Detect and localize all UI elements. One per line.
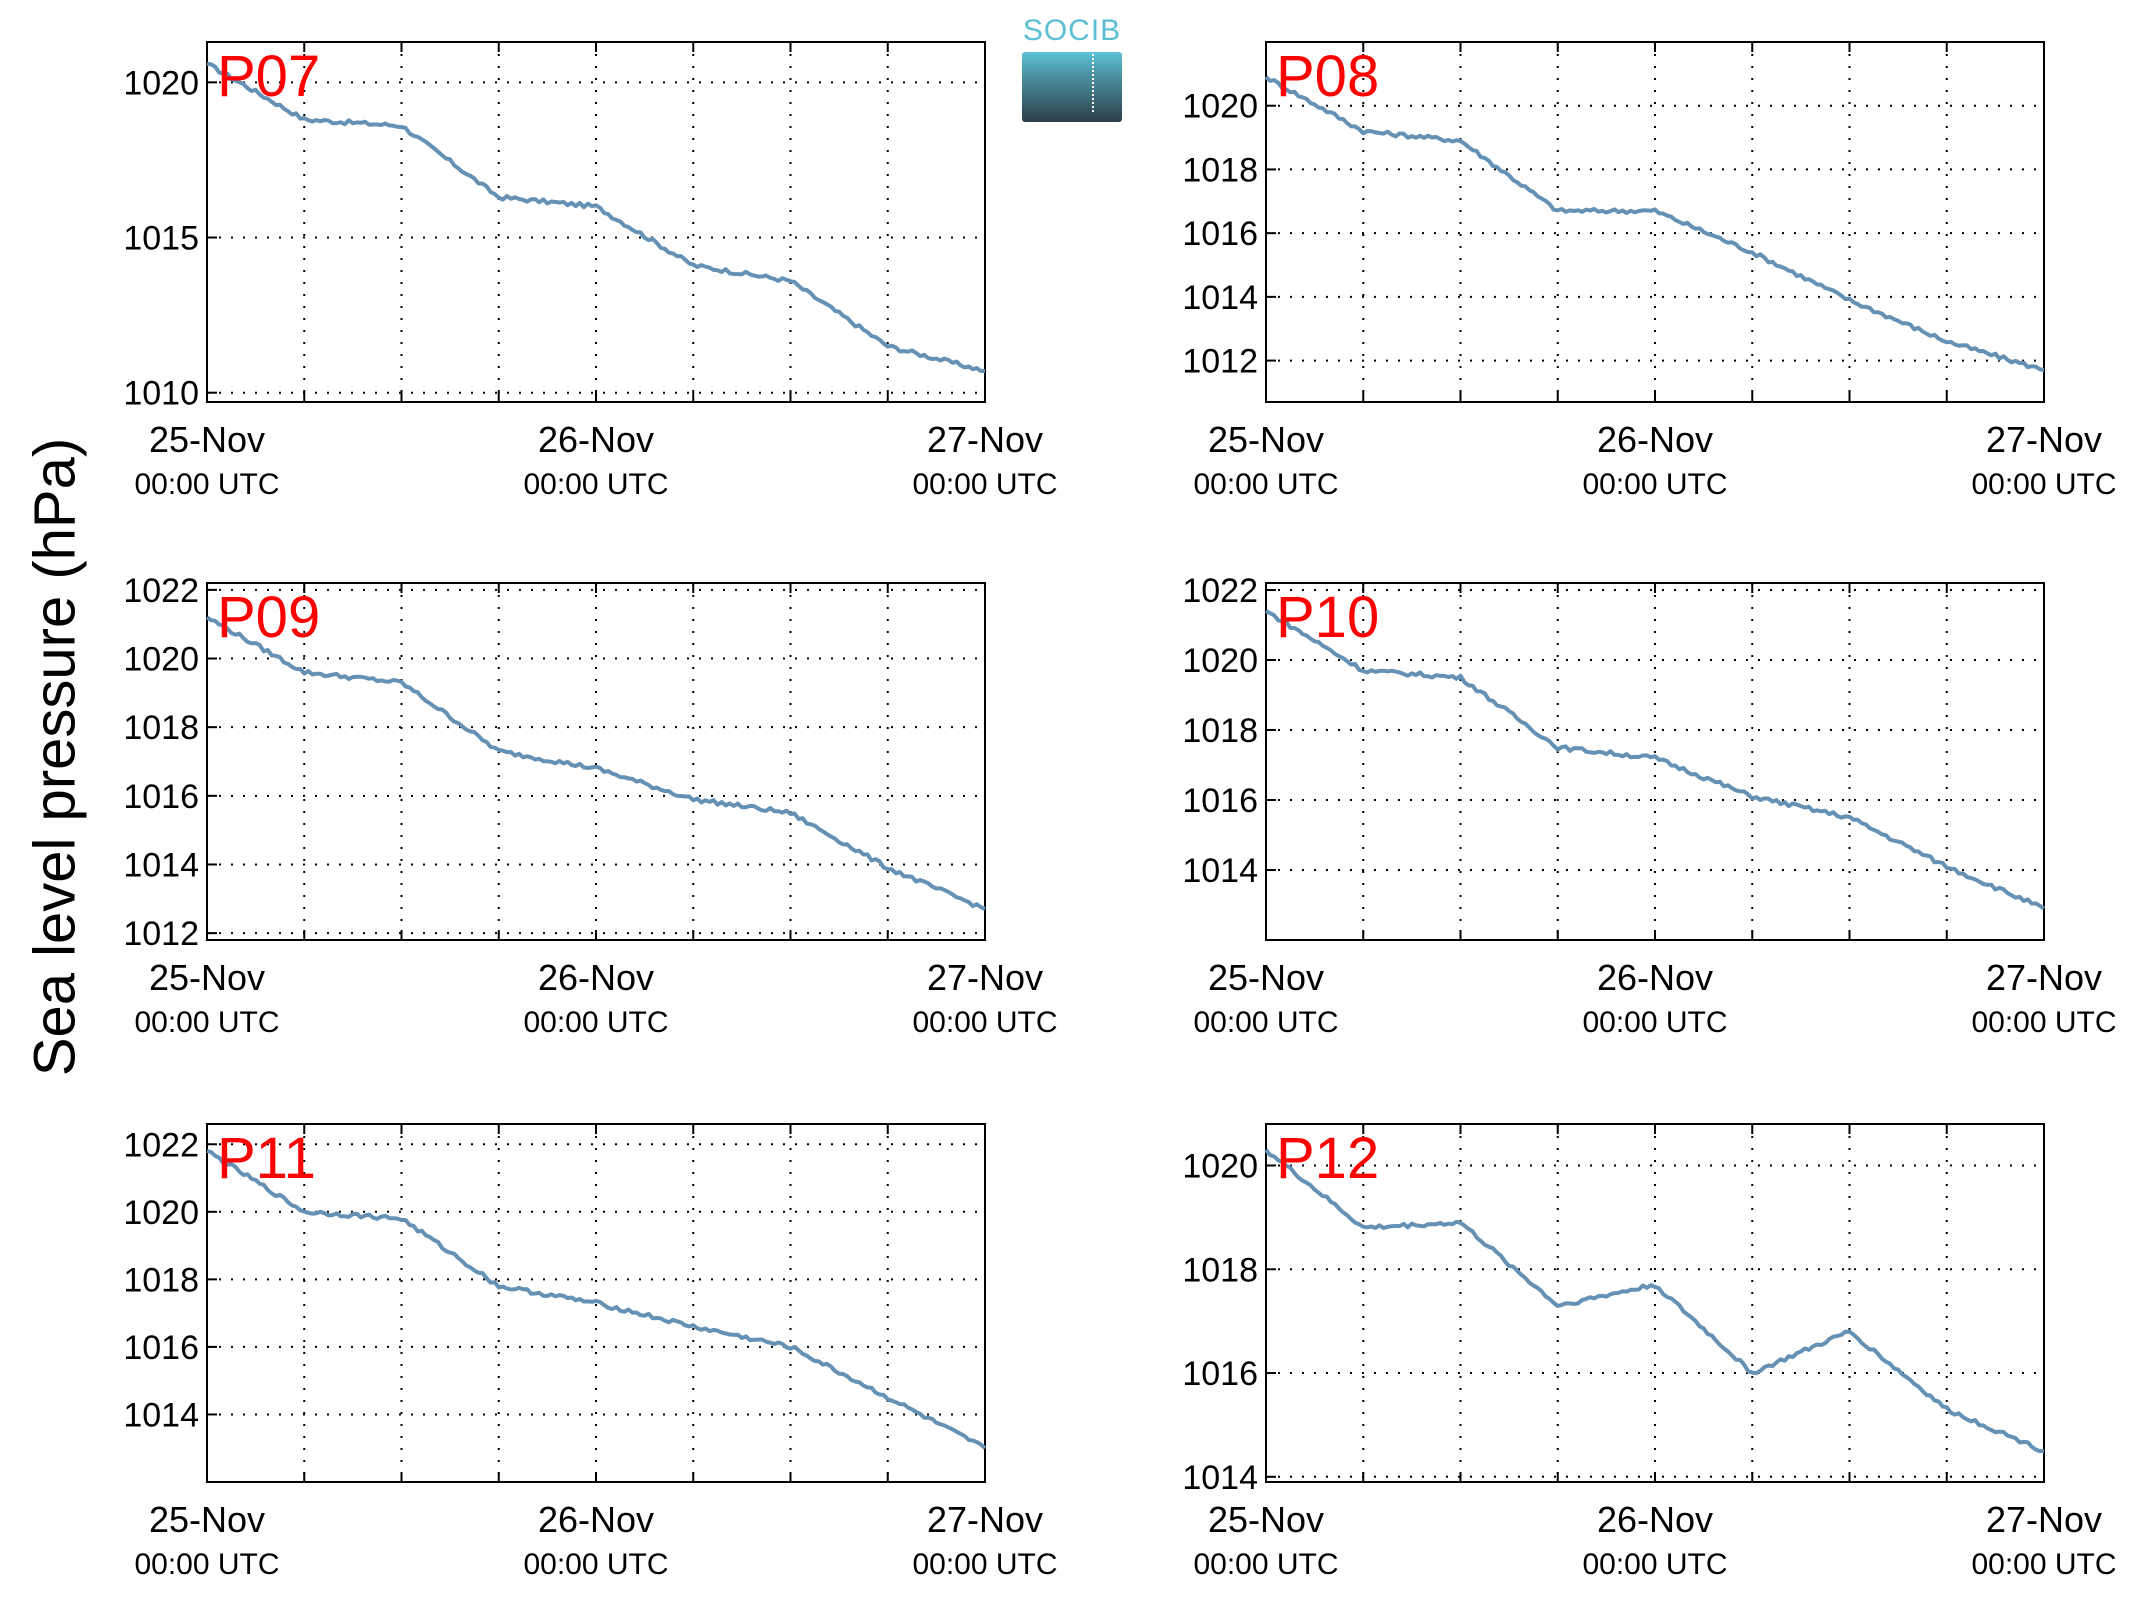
series-line: [205, 615, 986, 911]
x-tick-label: 25-Nov: [1208, 419, 1324, 460]
y-tick-label: 1012: [1182, 343, 1258, 381]
y-axis-label: Sea level pressure (hPa): [22, 437, 88, 1077]
y-tick-label: 1022: [123, 1126, 199, 1164]
x-tick-sublabel: 00:00 UTC: [134, 468, 279, 501]
y-tick-label: 1022: [1182, 572, 1258, 610]
x-tick-sublabel: 00:00 UTC: [134, 1548, 279, 1581]
y-tick-label: 1020: [1182, 88, 1258, 126]
panel-p10: 1014 1016 1018 1020 1022 25-Nov 00:00 UTC 26-No…: [1182, 572, 2116, 1039]
y-tick-label: 1016: [123, 778, 199, 816]
x-tick-sublabel: 00:00 UTC: [134, 1006, 279, 1039]
x-tick-sublabel: 00:00 UTC: [1582, 1006, 1727, 1039]
y-tick-label: 1014: [1182, 1459, 1258, 1497]
x-tick-sublabel: 00:00 UTC: [1193, 1548, 1338, 1581]
y-tick-label: 1016: [1182, 782, 1258, 820]
y-tick-label: 1020: [123, 641, 199, 679]
x-tick-sublabel: 00:00 UTC: [1193, 1006, 1338, 1039]
plot-area: [206, 582, 986, 941]
socib-logo: SOCIB: [1022, 14, 1122, 122]
plot-area: [1265, 582, 2045, 941]
series-line: [1264, 75, 2045, 373]
plot-area: [1265, 1123, 2045, 1483]
x-tick-sublabel: 00:00 UTC: [523, 1548, 668, 1581]
panel-p11: 1014 1016 1018 1020 1022 25-Nov 00:00 UTC 26-No…: [123, 1123, 1058, 1581]
x-tick-sublabel: 00:00 UTC: [1582, 468, 1727, 501]
x-tick-label: 25-Nov: [1208, 957, 1324, 998]
x-tick-label: 27-Nov: [1986, 957, 2102, 998]
panel-label: P12: [1276, 1126, 1379, 1191]
y-tick-label: 1020: [123, 1194, 199, 1232]
y-tick-label: 1014: [123, 846, 199, 884]
panel-label: P07: [217, 44, 320, 109]
x-tick-label: 27-Nov: [1986, 419, 2102, 460]
x-tick-label: 25-Nov: [149, 957, 265, 998]
x-tick-sublabel: 00:00 UTC: [1971, 1006, 2116, 1039]
x-tick-sublabel: 00:00 UTC: [1971, 468, 2116, 501]
y-tick-label: 1016: [1182, 1355, 1258, 1393]
x-tick-label: 25-Nov: [1208, 1499, 1324, 1540]
y-tick-label: 1010: [123, 375, 199, 413]
y-tick-label: 1022: [123, 572, 199, 610]
y-tick-label: 1020: [1182, 642, 1258, 680]
y-tick-label: 1014: [1182, 279, 1258, 317]
x-tick-sublabel: 00:00 UTC: [912, 1548, 1057, 1581]
x-tick-sublabel: 00:00 UTC: [523, 468, 668, 501]
y-tick-label: 1015: [123, 220, 199, 258]
y-tick-label: 1018: [1182, 1251, 1258, 1289]
y-tick-label: 1018: [123, 1261, 199, 1299]
y-tick-label: 1014: [123, 1396, 199, 1434]
panel-label: P11: [217, 1126, 316, 1191]
x-tick-sublabel: 00:00 UTC: [912, 1006, 1057, 1039]
x-tick-label: 27-Nov: [927, 1499, 1043, 1540]
logo-dash: [1092, 54, 1094, 112]
x-tick-label: 26-Nov: [1597, 419, 1713, 460]
y-tick-label: 1018: [1182, 151, 1258, 189]
x-tick-label: 27-Nov: [927, 957, 1043, 998]
y-tick-label: 1016: [1182, 215, 1258, 253]
x-tick-sublabel: 00:00 UTC: [1193, 468, 1338, 501]
y-tick-label: 1018: [1182, 712, 1258, 750]
x-tick-label: 27-Nov: [927, 419, 1043, 460]
series-line: [206, 1149, 987, 1450]
x-tick-label: 27-Nov: [1986, 1499, 2102, 1540]
series-line: [206, 61, 985, 373]
x-tick-label: 25-Nov: [149, 1499, 265, 1540]
x-tick-label: 26-Nov: [538, 1499, 654, 1540]
y-tick-label: 1016: [123, 1329, 199, 1367]
panel-p09: 1012 1014 1016 1018 1020 1022 25-Nov 00:00 UTC 2…: [123, 572, 1057, 1039]
x-tick-sublabel: 00:00 UTC: [1582, 1548, 1727, 1581]
x-tick-sublabel: 00:00 UTC: [523, 1006, 668, 1039]
panel-label: P08: [1276, 44, 1379, 109]
logo-text: SOCIB: [1022, 14, 1122, 47]
series-line: [1265, 609, 2046, 911]
x-tick-label: 26-Nov: [1597, 957, 1713, 998]
x-tick-label: 26-Nov: [1597, 1499, 1713, 1540]
panel-p12: 1014 1016 1018 1020 25-Nov 00:00 UTC 26-Nov 00:…: [1182, 1123, 2117, 1581]
logo-graphic: [1022, 52, 1122, 122]
y-tick-label: 1020: [123, 64, 199, 102]
x-tick-label: 26-Nov: [538, 957, 654, 998]
x-tick-label: 25-Nov: [149, 419, 265, 460]
panel-p08: 1012 1014 1016 1018 1020 25-Nov 00:00 UTC 26-No…: [1182, 41, 2117, 501]
y-tick-label: 1012: [123, 915, 199, 953]
panel-label: P10: [1276, 585, 1379, 650]
y-tick-label: 1020: [1182, 1148, 1258, 1186]
x-tick-sublabel: 00:00 UTC: [1971, 1548, 2116, 1581]
panel-label: P09: [217, 585, 320, 650]
y-tick-label: 1018: [123, 709, 199, 747]
y-tick-label: 1014: [1182, 852, 1258, 890]
panel-p07: 1010 1015 1020 25-Nov 00:00 UTC 26-Nov 00:00 U…: [123, 41, 1058, 501]
x-tick-label: 26-Nov: [538, 419, 654, 460]
x-tick-sublabel: 00:00 UTC: [912, 468, 1057, 501]
series-line: [1264, 1148, 2045, 1454]
